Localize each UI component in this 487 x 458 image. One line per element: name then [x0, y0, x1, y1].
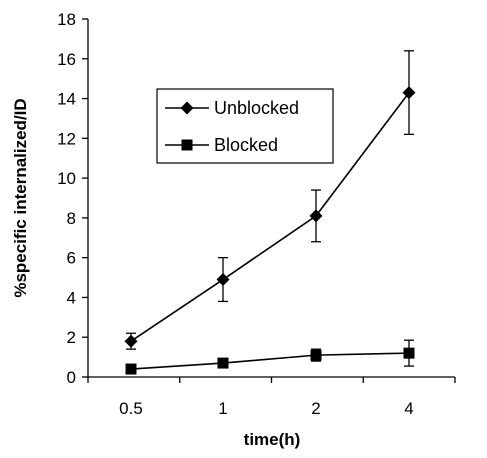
legend-marker-square [181, 139, 193, 151]
y-tick-label-18: 18 [57, 10, 76, 29]
y-tick-label-10: 10 [57, 169, 76, 188]
x-tick-label-0-5: 0.5 [119, 399, 143, 418]
x-ticks: 0.5 1 2 4 [87, 377, 456, 418]
data-point-blocked-0 [125, 363, 137, 375]
data-point-unblocked-2 [309, 209, 323, 223]
data-point-unblocked-0 [124, 334, 138, 348]
x-axis-title: time(h) [244, 430, 301, 449]
legend-box [156, 88, 334, 164]
y-tick-label-2: 2 [67, 328, 76, 347]
series-line-blocked [130, 352, 410, 370]
y-tick-label-14: 14 [57, 90, 76, 109]
data-point-unblocked-3 [402, 86, 416, 100]
y-tick-label-0: 0 [67, 368, 76, 387]
legend-label-unblocked: Unblocked [214, 98, 299, 118]
legend-item-unblocked: Unblocked [165, 98, 299, 118]
series-unblocked [124, 50, 416, 350]
legend-label-blocked: Blocked [214, 135, 278, 155]
data-point-blocked-1 [217, 357, 229, 369]
y-tick-label-12: 12 [57, 129, 76, 148]
series-line-unblocked [130, 92, 410, 342]
x-tick-label-4: 4 [404, 399, 413, 418]
y-axis-title: %specific internalized/ID [11, 98, 30, 297]
y-ticks: 0 2 4 6 8 10 12 14 16 18 [57, 10, 88, 387]
axes [87, 19, 455, 378]
x-tick-label-2: 2 [311, 399, 320, 418]
y-tick-label-8: 8 [67, 209, 76, 228]
x-tick-label-1: 1 [218, 399, 227, 418]
y-tick-label-4: 4 [67, 288, 76, 307]
data-point-unblocked-1 [216, 273, 230, 287]
legend-marker-diamond [180, 101, 194, 115]
data-point-blocked-3 [403, 347, 415, 359]
y-tick-label-6: 6 [67, 249, 76, 268]
y-tick-label-16: 16 [57, 50, 76, 69]
series-layer [124, 50, 416, 375]
series-blocked [125, 339, 415, 375]
legend-item-blocked: Blocked [165, 135, 278, 155]
data-point-blocked-2 [310, 349, 322, 361]
legend: Unblocked Blocked [156, 88, 334, 164]
